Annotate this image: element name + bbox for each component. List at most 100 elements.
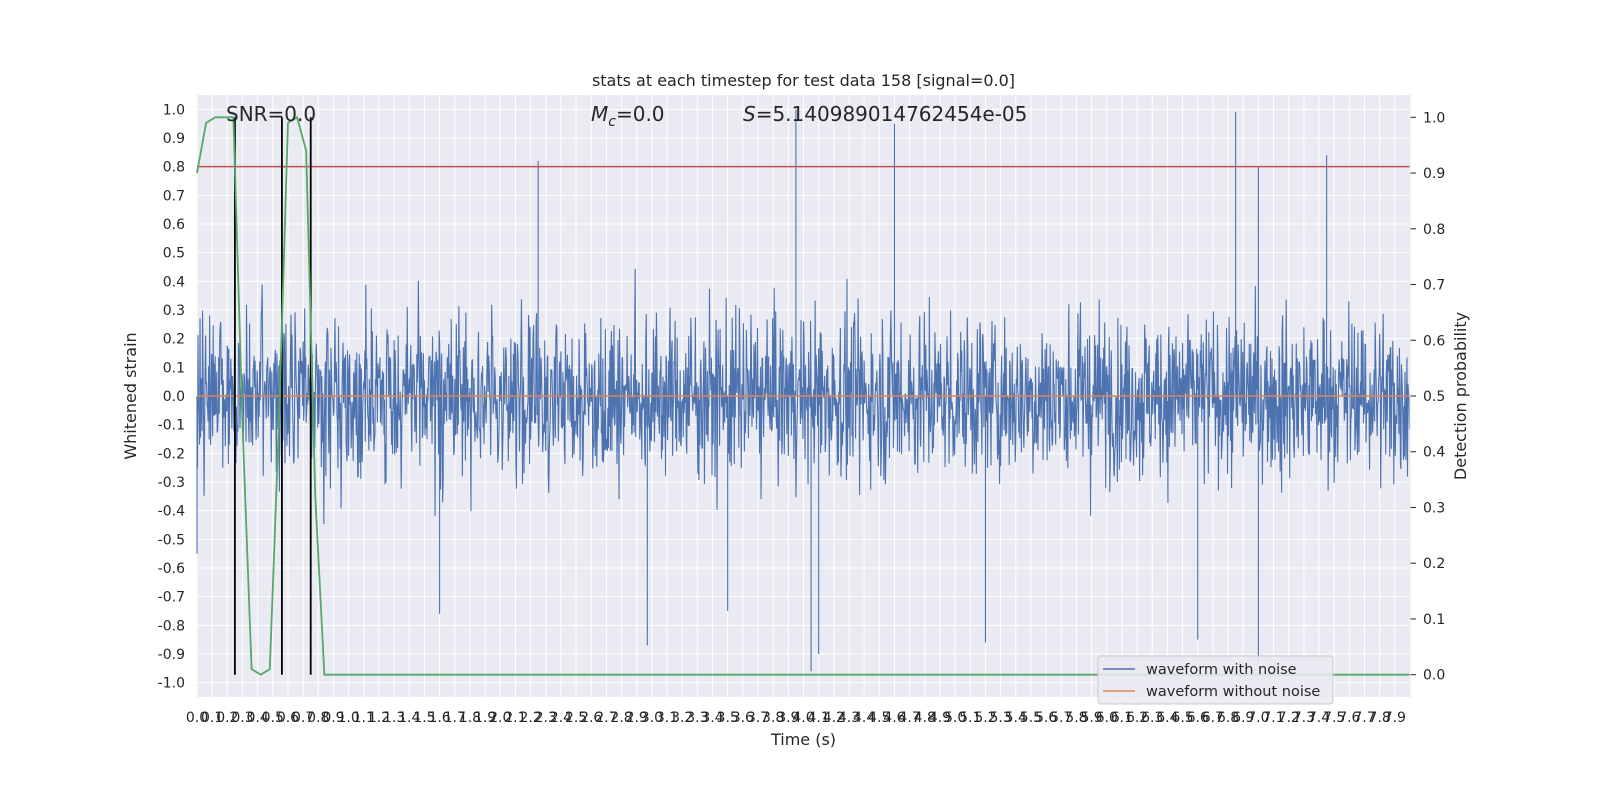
x-tick-label: 1.3 [383,710,405,726]
x-tick-label: 0.2 [216,710,238,726]
y-tick-label: -0.2 [158,446,185,462]
y-tick-label: 0.3 [163,303,185,319]
x-tick-label: 6.9 [1232,710,1254,726]
y-right-tick-label: 0.1 [1423,612,1445,628]
x-tick-label: 1.5 [413,710,435,726]
x-tick-label: 4.4 [853,710,875,726]
x-tick-label: 2.3 [535,710,557,726]
x-tick-label: 5.8 [1065,710,1087,726]
y-tick-label: 0.0 [163,389,185,405]
y-axis-ticks-right: 0.0 0.1 0.2 0.3 0.4 0.5 0.6 0.7 0.8 0.9 1.0 [1410,110,1445,684]
x-tick-label: 5.2 [974,710,996,726]
y-tick-label: 0.1 [163,360,185,376]
x-tick-label: 7.2 [1278,710,1300,726]
legend-label-waveform-with-noise: waveform with noise [1146,662,1297,678]
annotation-chirp-mass: Mc=0.0 [591,102,665,130]
x-tick-label: 5.3 [989,710,1011,726]
x-tick-label: 5.6 [1035,710,1057,726]
x-tick-label: 7.3 [1293,710,1315,726]
annotation-s: S=5.140989014762454e-05 [743,102,1027,126]
x-tick-label: 4.3 [838,710,860,726]
series-waveform-with-noise [196,109,1411,672]
chart-title: stats at each timestep for test data 158… [592,71,1015,90]
annotation-snr: SNR=0.0 [226,102,316,126]
y-right-tick-label: 0.4 [1423,445,1445,461]
y-right-tick-label: 0.6 [1423,333,1445,349]
x-tick-label: 6.0 [1096,710,1118,726]
x-tick-label: 4.0 [792,710,814,726]
x-tick-label: 7.8 [1369,710,1391,726]
x-tick-label: 2.0 [489,710,511,726]
x-tick-label: 2.6 [580,710,602,726]
legend-label-waveform-without-noise: waveform without noise [1146,684,1320,700]
y-tick-label: -0.5 [158,532,185,548]
y-right-tick-label: 0.0 [1423,668,1445,684]
x-tick-label: 2.9 [626,710,648,726]
x-tick-label: 3.2 [671,710,693,726]
y-right-tick-label: 0.8 [1423,222,1445,238]
x-tick-label: 1.8 [459,710,481,726]
x-tick-label: 0.9 [322,710,344,726]
x-tick-label: 4.1 [808,710,830,726]
x-tick-label: 6.4 [1156,710,1178,726]
x-tick-label: 7.1 [1262,710,1284,726]
y-tick-label: -0.3 [158,475,185,491]
y-right-tick-label: 0.3 [1423,500,1445,516]
x-tick-label: 0.5 [262,710,284,726]
x-tick-label: 7.4 [1308,710,1330,726]
series-detection-probability [196,115,1410,676]
x-tick-label: 4.7 [899,710,921,726]
vertical-markers [234,117,312,675]
y-axis-label-right: Detection probability [1451,312,1470,480]
x-tick-label: 1.1 [353,710,375,726]
y-tick-label: 1.0 [163,102,185,118]
x-tick-label: 0.3 [231,710,253,726]
x-tick-label: 3.5 [717,710,739,726]
y-tick-label: 0.2 [163,332,185,348]
x-tick-label: 1.2 [368,710,390,726]
x-tick-label: 3.7 [747,710,769,726]
y-tick-label: 0.7 [163,188,185,204]
x-tick-label: 2.2 [519,710,541,726]
x-tick-label: 0.1 [201,710,223,726]
x-axis-ticks: 0.00.10.20.30.40.50.60.70.80.91.01.11.21… [186,710,1406,726]
y-axis-label-left: Whitened strain [121,332,140,459]
y-axis-ticks-left: -1.0 -0.9 -0.8 -0.7 -0.6 -0.5 -0.4 -0.3 -0.2 -0.1… [158,102,185,691]
y-tick-label: 0.6 [163,217,185,233]
x-tick-label: 6.7 [1202,710,1224,726]
x-tick-label: 0.6 [277,710,299,726]
x-tick-label: 1.6 [428,710,450,726]
x-tick-label: 4.8 [914,710,936,726]
y-tick-label: -0.1 [158,418,185,434]
y-right-tick-label: 0.9 [1423,166,1445,182]
legend-box [1097,655,1334,705]
x-tick-label: 2.1 [504,710,526,726]
y-right-tick-label: 1.0 [1423,110,1445,126]
x-tick-label: 1.0 [337,710,359,726]
y-tick-label: -0.8 [158,618,185,634]
x-tick-label: 4.6 [883,710,905,726]
x-tick-label: 6.8 [1217,710,1239,726]
x-tick-label: 6.1 [1111,710,1133,726]
x-tick-label: 5.5 [1020,710,1042,726]
x-tick-label: 4.9 [929,710,951,726]
x-axis-label: Time (s) [770,730,836,749]
y-tick-label: -0.7 [158,590,185,606]
x-tick-label: 2.8 [610,710,632,726]
x-tick-label: 1.4 [398,710,420,726]
x-tick-label: 6.2 [1126,710,1148,726]
legend: waveform with noise waveform without noi… [1097,655,1334,705]
x-tick-label: 3.6 [732,710,754,726]
x-tick-label: 2.4 [550,710,572,726]
x-tick-label: 5.0 [944,710,966,726]
x-tick-label: 7.6 [1338,710,1360,726]
x-tick-label: 3.0 [641,710,663,726]
noise-trace [196,109,1411,672]
y-tick-label: 0.5 [163,246,185,262]
y-tick-label: 0.8 [163,160,185,176]
x-tick-label: 0.0 [186,710,208,726]
x-tick-label: 6.3 [1141,710,1163,726]
x-tick-label: 4.2 [823,710,845,726]
y-tick-label: 0.4 [163,274,185,290]
